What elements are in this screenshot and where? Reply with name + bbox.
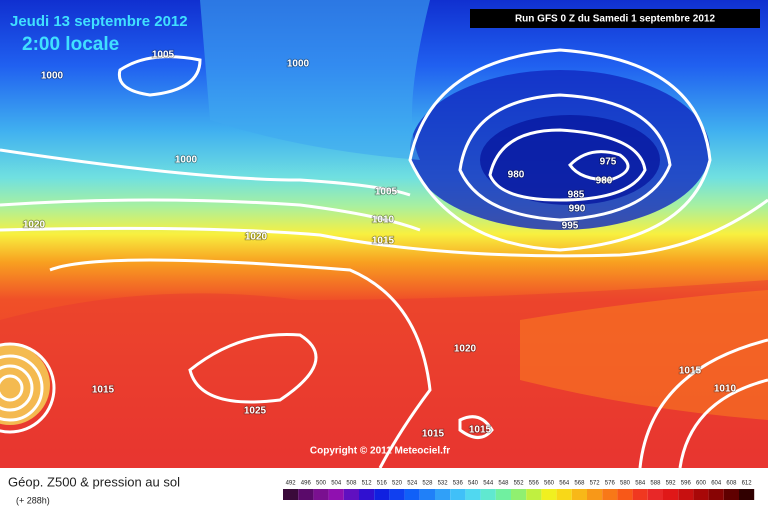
- scale-swatch: [526, 489, 542, 500]
- scale-swatch: [678, 489, 694, 500]
- scale-label: 580: [620, 481, 631, 487]
- scale-label: 528: [422, 481, 433, 487]
- scale-label: 588: [650, 481, 661, 487]
- scale-label: 536: [453, 481, 464, 487]
- scale-swatch: [404, 489, 420, 500]
- forecast-date: Jeudi 13 septembre 2012: [10, 13, 188, 30]
- scale-label: 564: [559, 481, 570, 487]
- isobar-label: 980: [508, 170, 525, 181]
- scale-label: 612: [742, 481, 753, 487]
- scale-label: 504: [331, 481, 342, 487]
- scale-label: 604: [711, 481, 722, 487]
- map: 1005 1000 1000 1000 1005 1010 1015 1020 1020 980 9…: [0, 0, 768, 469]
- scale-label: 512: [362, 481, 373, 487]
- isobar-label: 1015: [679, 366, 702, 377]
- scale-swatch: [480, 489, 496, 500]
- scale-swatch: [723, 489, 739, 500]
- run-box: [470, 9, 760, 28]
- isobar-label: 1000: [287, 59, 310, 70]
- isobar-label: 1015: [92, 385, 115, 396]
- isobar-label: 1025: [244, 406, 267, 417]
- scale-swatch: [556, 489, 572, 500]
- isobar-label: 1020: [23, 220, 46, 231]
- scale-label: 608: [726, 481, 737, 487]
- isobar-label: 985: [568, 190, 585, 201]
- isobar-label: 1010: [714, 384, 737, 395]
- footer-lead: (+ 288h): [16, 495, 50, 505]
- scale-swatch: [511, 489, 527, 500]
- isobar-label: 980: [596, 176, 613, 187]
- isobar-label: 1005: [375, 187, 398, 198]
- scale-label: 600: [696, 481, 707, 487]
- scale-label: 524: [407, 481, 418, 487]
- isobar-label: 1020: [245, 232, 268, 243]
- scale-label: 556: [529, 481, 540, 487]
- scale-swatch: [587, 489, 603, 500]
- isobar-label: 975: [600, 157, 617, 168]
- isobar-label: 1010: [372, 215, 395, 226]
- scale-swatch: [739, 489, 755, 500]
- scale-label: 496: [301, 481, 312, 487]
- scale-swatch: [693, 489, 709, 500]
- footer-title: Géop. Z500 & pression au sol: [8, 474, 180, 489]
- isobar-label: 1015: [372, 236, 395, 247]
- scale-label: 516: [377, 481, 388, 487]
- scale-swatch: [298, 489, 314, 500]
- scale-swatch: [343, 489, 359, 500]
- scale-label: 596: [681, 481, 692, 487]
- scale-swatch: [632, 489, 648, 500]
- isobar-label: 1000: [41, 71, 64, 82]
- scale-label: 548: [498, 481, 509, 487]
- isobar-label: 1015: [469, 425, 492, 436]
- scale-swatch: [708, 489, 724, 500]
- isobar-label: 1005: [152, 50, 175, 61]
- scale-swatch: [465, 489, 481, 500]
- isobar-label: 1000: [175, 155, 198, 166]
- scale-label: 544: [483, 481, 494, 487]
- scale-swatch: [419, 489, 435, 500]
- scale-swatch: [541, 489, 557, 500]
- scale-label: 560: [544, 481, 555, 487]
- scale-swatch: [328, 489, 344, 500]
- scale-swatch: [602, 489, 618, 500]
- run-info: Run GFS 0 Z du Samedi 1 septembre 2012: [515, 14, 716, 25]
- scale-label: 592: [666, 481, 677, 487]
- scale-label: 568: [574, 481, 585, 487]
- scale-swatch: [435, 489, 451, 500]
- scale-label: 532: [438, 481, 449, 487]
- scale-swatch: [663, 489, 679, 500]
- scale-swatch: [495, 489, 511, 500]
- scale-label: 552: [514, 481, 525, 487]
- scale-label: 584: [635, 481, 646, 487]
- scale-swatch: [389, 489, 405, 500]
- scale-label: 508: [346, 481, 357, 487]
- forecast-time: 2:00 locale: [22, 34, 119, 55]
- copyright: Copyright © 2011 Meteociel.fr: [310, 446, 450, 457]
- scale-swatch: [571, 489, 587, 500]
- isobar-label: 990: [569, 204, 586, 215]
- isobar-label: 995: [562, 221, 579, 232]
- isobar-label: 1015: [422, 429, 445, 440]
- scale-swatch: [617, 489, 633, 500]
- scale-label: 500: [316, 481, 327, 487]
- scale-swatch: [374, 489, 390, 500]
- scale-swatch: [313, 489, 329, 500]
- scale-label: 576: [605, 481, 616, 487]
- scale-swatch: [359, 489, 375, 500]
- scale-swatch: [283, 489, 299, 500]
- isobar-label: 1020: [454, 344, 477, 355]
- scale-label: 540: [468, 481, 479, 487]
- scale-label: 492: [286, 481, 297, 487]
- scale-swatch: [647, 489, 663, 500]
- scale-label: 520: [392, 481, 403, 487]
- scale-label: 572: [590, 481, 601, 487]
- scale-swatch: [450, 489, 466, 500]
